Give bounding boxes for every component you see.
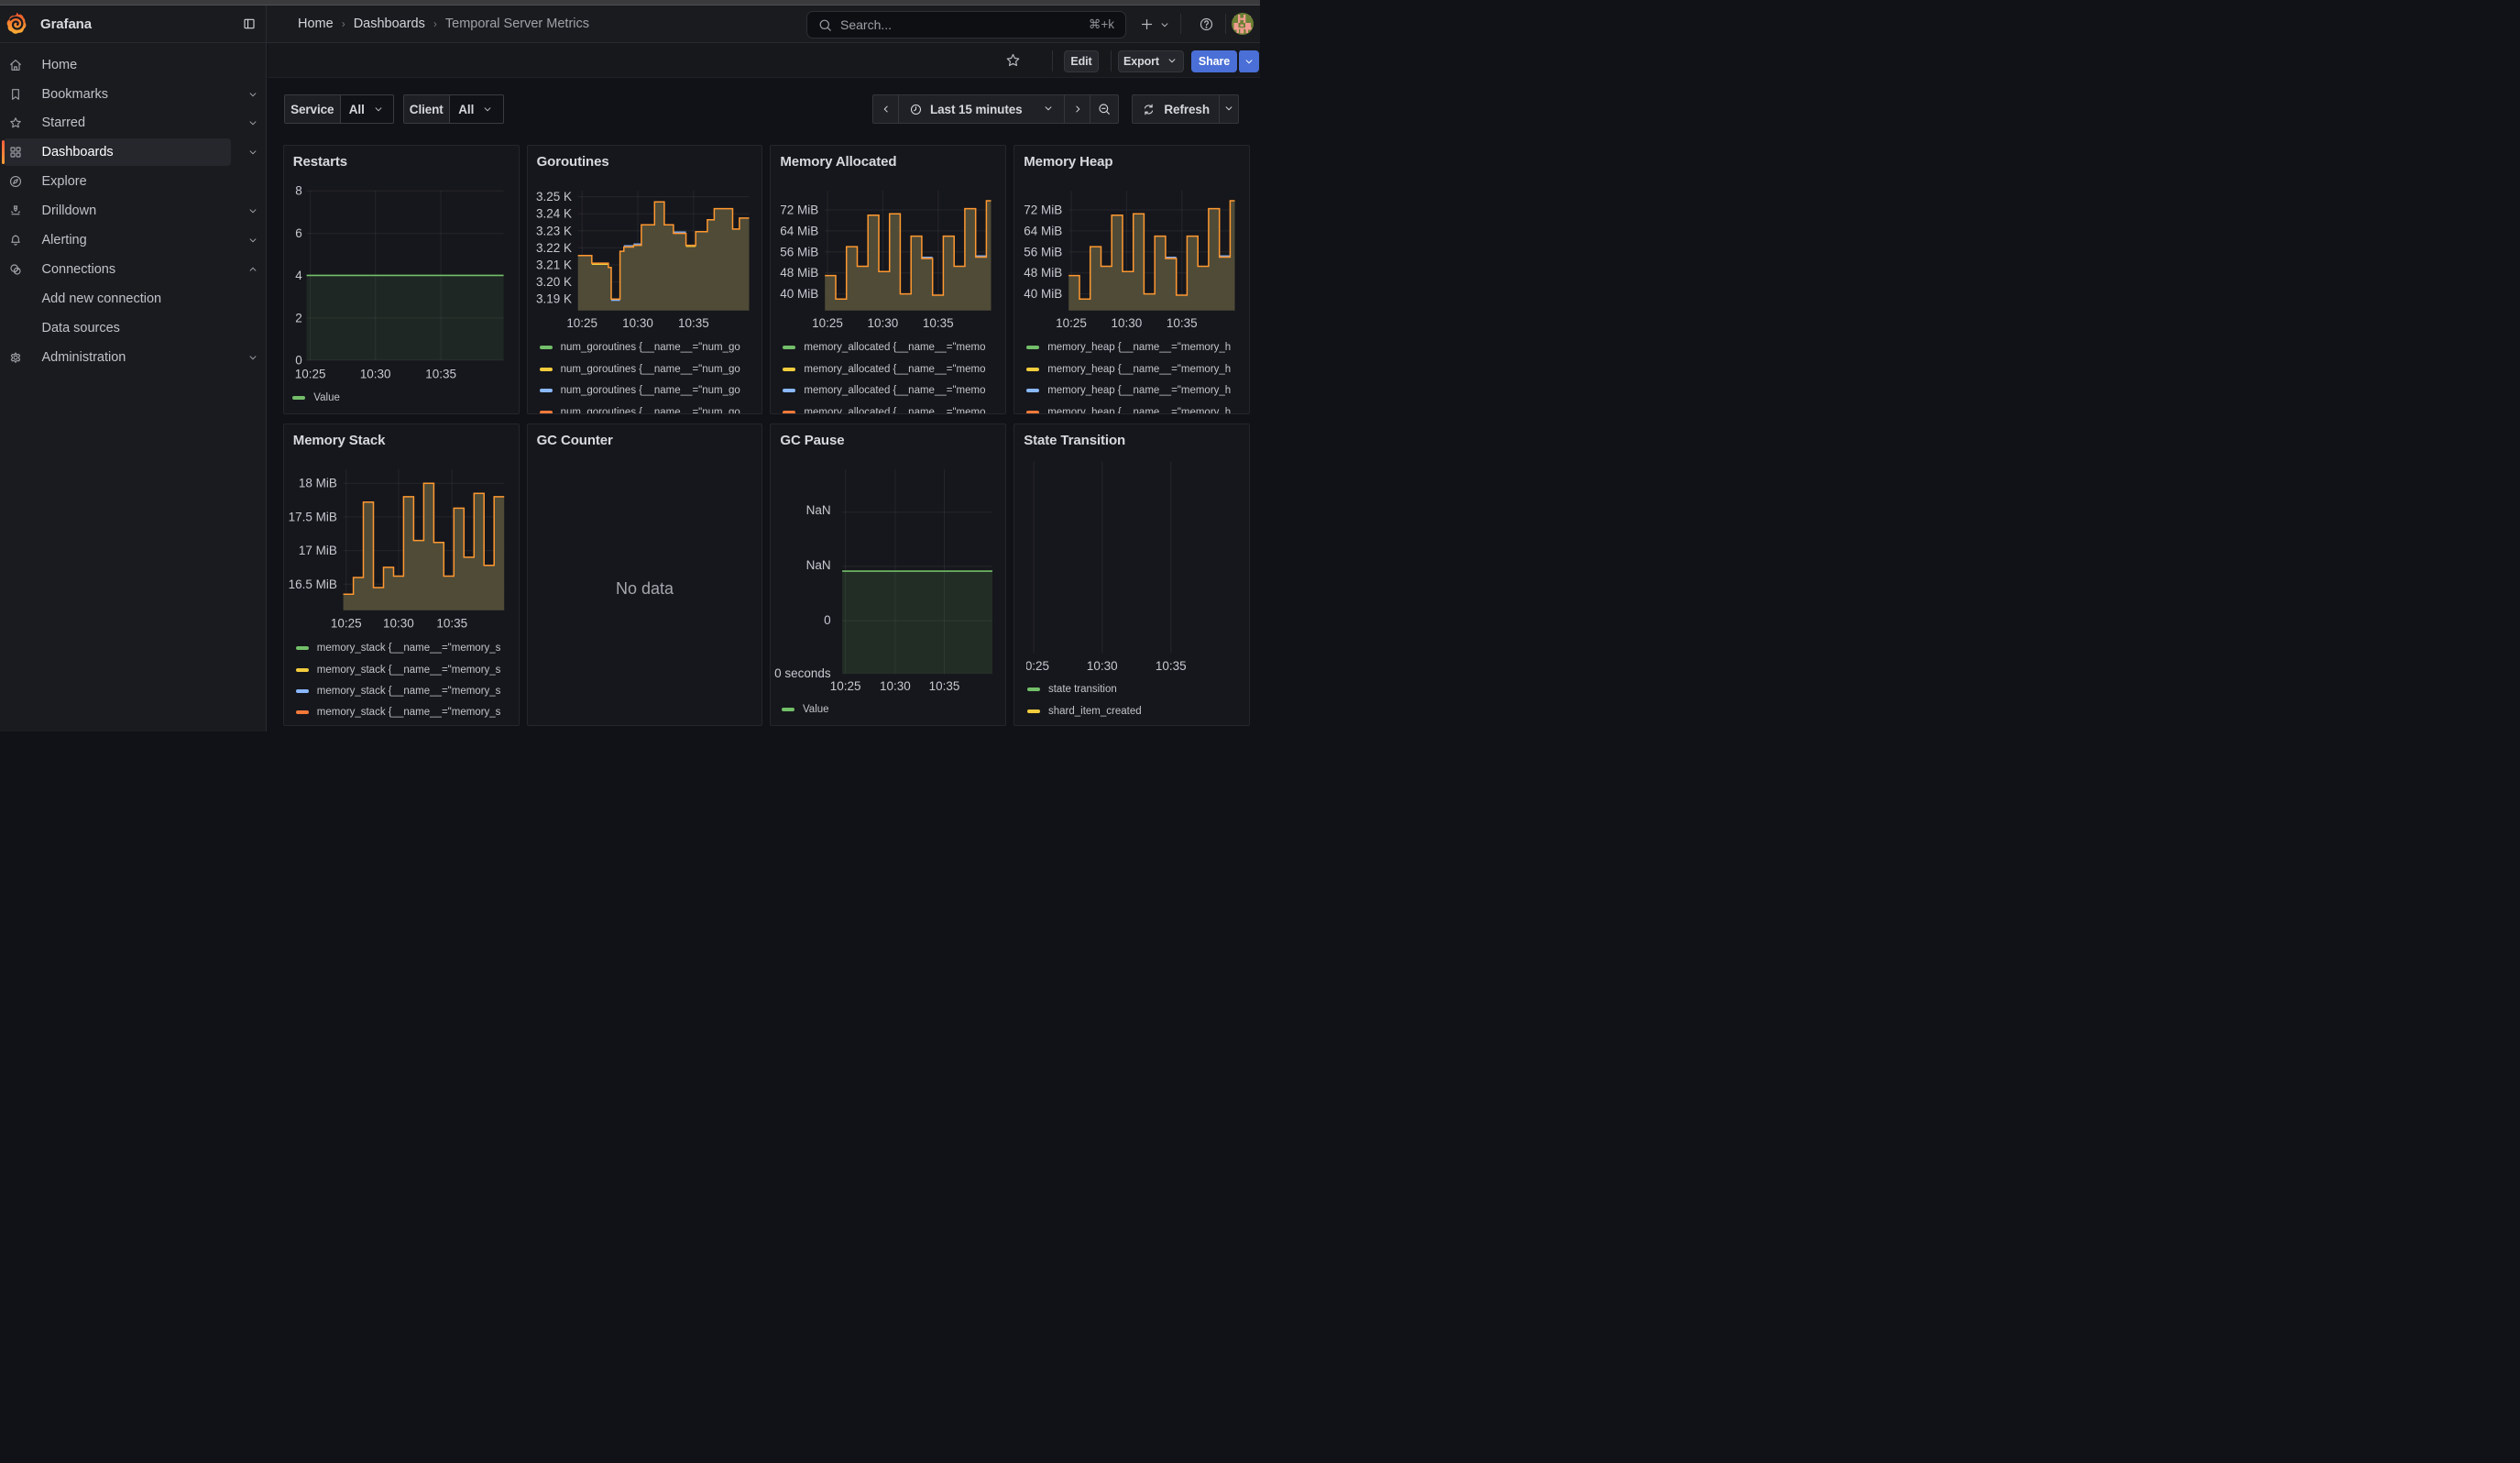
svg-text:17 MiB: 17 MiB bbox=[299, 544, 337, 557]
svg-text:10:25: 10:25 bbox=[566, 316, 597, 330]
svg-text:40 MiB: 40 MiB bbox=[781, 287, 819, 301]
svg-text:10:30: 10:30 bbox=[868, 316, 899, 330]
svg-text:10:25: 10:25 bbox=[830, 679, 861, 693]
svg-text:2: 2 bbox=[295, 311, 302, 324]
svg-text:10:30: 10:30 bbox=[383, 617, 414, 631]
svg-text:10:35: 10:35 bbox=[1156, 659, 1187, 673]
svg-text:17.5 MiB: 17.5 MiB bbox=[288, 511, 336, 524]
svg-text:NaN: NaN bbox=[806, 558, 831, 572]
svg-text:3.19 K: 3.19 K bbox=[536, 292, 572, 306]
svg-text:0 seconds: 0 seconds bbox=[775, 666, 832, 680]
svg-text:56 MiB: 56 MiB bbox=[1024, 245, 1062, 258]
svg-text:6: 6 bbox=[295, 226, 302, 240]
svg-text:4: 4 bbox=[295, 269, 302, 282]
svg-text:NaN: NaN bbox=[806, 503, 831, 517]
svg-text:0: 0 bbox=[824, 613, 830, 627]
svg-text:3.23 K: 3.23 K bbox=[536, 224, 572, 237]
svg-text:40 MiB: 40 MiB bbox=[1024, 287, 1062, 301]
svg-text:10:35: 10:35 bbox=[1167, 316, 1198, 330]
svg-text:10:25: 10:25 bbox=[1056, 316, 1087, 330]
svg-text:48 MiB: 48 MiB bbox=[1024, 266, 1062, 280]
svg-text:3.20 K: 3.20 K bbox=[536, 275, 572, 289]
svg-text:16.5 MiB: 16.5 MiB bbox=[288, 578, 336, 591]
svg-text:8: 8 bbox=[295, 184, 302, 198]
svg-text:10:35: 10:35 bbox=[929, 679, 960, 693]
svg-text:10:30: 10:30 bbox=[360, 368, 391, 381]
svg-text:3.24 K: 3.24 K bbox=[536, 207, 572, 221]
svg-text:10:25: 10:25 bbox=[1026, 659, 1049, 673]
svg-text:18 MiB: 18 MiB bbox=[299, 477, 337, 490]
svg-text:10:30: 10:30 bbox=[622, 316, 653, 330]
svg-text:72 MiB: 72 MiB bbox=[1024, 204, 1062, 217]
svg-text:10:25: 10:25 bbox=[295, 368, 326, 381]
svg-text:10:30: 10:30 bbox=[880, 679, 911, 693]
svg-text:64 MiB: 64 MiB bbox=[1024, 224, 1062, 237]
svg-text:64 MiB: 64 MiB bbox=[781, 224, 819, 237]
svg-text:56 MiB: 56 MiB bbox=[781, 245, 819, 258]
svg-text:10:35: 10:35 bbox=[425, 368, 456, 381]
svg-text:10:30: 10:30 bbox=[1087, 659, 1118, 673]
svg-text:10:25: 10:25 bbox=[331, 617, 362, 631]
svg-text:3.25 K: 3.25 K bbox=[536, 190, 572, 204]
svg-text:48 MiB: 48 MiB bbox=[781, 266, 819, 280]
svg-text:10:35: 10:35 bbox=[678, 316, 709, 330]
svg-text:3.21 K: 3.21 K bbox=[536, 258, 572, 272]
svg-text:0: 0 bbox=[295, 353, 302, 367]
svg-text:10:25: 10:25 bbox=[813, 316, 844, 330]
svg-text:10:35: 10:35 bbox=[923, 316, 954, 330]
svg-text:72 MiB: 72 MiB bbox=[781, 204, 819, 217]
svg-text:10:35: 10:35 bbox=[436, 617, 467, 631]
svg-text:3.22 K: 3.22 K bbox=[536, 241, 572, 255]
svg-text:10:30: 10:30 bbox=[1112, 316, 1143, 330]
